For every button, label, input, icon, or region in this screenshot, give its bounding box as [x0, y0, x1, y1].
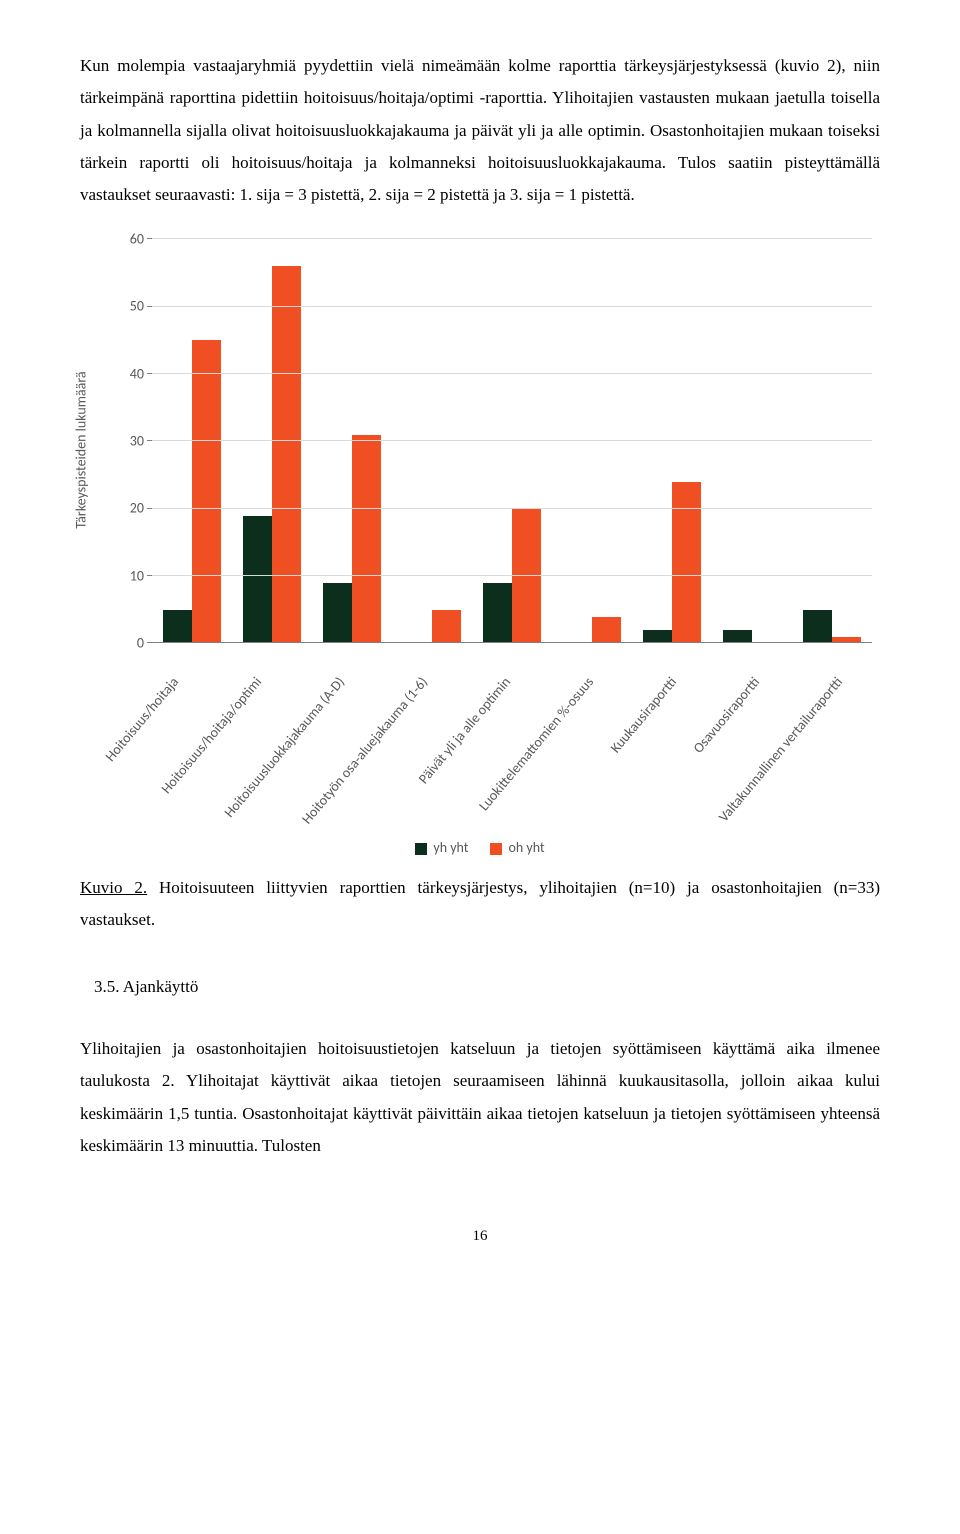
- y-tick-mark: [147, 306, 152, 307]
- figure-caption: Kuvio 2. Hoitoisuuteen liittyvien raport…: [80, 872, 880, 937]
- y-tick-label: 60: [130, 226, 152, 253]
- bar-yh: [163, 610, 192, 644]
- bar-oh: [352, 435, 381, 644]
- bar-oh: [512, 509, 541, 644]
- bar-yh: [643, 630, 672, 643]
- x-axis-line: [152, 642, 872, 643]
- bar-group: [152, 239, 232, 643]
- chart-canvas: Tärkeyspisteiden lukumäärä 0102030405060: [108, 235, 880, 665]
- y-tick-mark: [147, 440, 152, 441]
- y-tick-mark: [147, 642, 152, 643]
- plot-area: 0102030405060: [152, 239, 872, 643]
- page-number: 16: [80, 1222, 880, 1251]
- y-axis-label: Tärkeyspisteiden lukumäärä: [69, 372, 96, 529]
- caption-rest: Hoitoisuuteen liittyvien raporttien tärk…: [80, 878, 880, 929]
- y-tick-mark: [147, 373, 152, 374]
- bar-yh: [243, 516, 272, 644]
- bar-oh: [432, 610, 461, 644]
- subheading-3-5: 3.5. Ajankäyttö: [94, 971, 880, 1003]
- bar-group: [712, 239, 792, 643]
- bar-yh: [483, 583, 512, 644]
- y-tick-label: 30: [130, 428, 152, 455]
- gridline: [152, 575, 872, 576]
- y-tick-label: 0: [137, 630, 152, 657]
- y-tick-label: 10: [130, 563, 152, 590]
- bar-yh: [723, 630, 752, 643]
- gridline: [152, 238, 872, 239]
- bars-container: [152, 239, 872, 643]
- bar-group: [232, 239, 312, 643]
- bar-yh: [803, 610, 832, 644]
- bar-oh: [672, 482, 701, 644]
- x-label-cell: Kuukausiraportti: [623, 671, 706, 851]
- gridline: [152, 440, 872, 441]
- kuvio-2-chart: Tärkeyspisteiden lukumäärä 0102030405060…: [80, 235, 880, 862]
- bar-group: [792, 239, 872, 643]
- bar-oh: [592, 617, 621, 644]
- bar-oh: [272, 266, 301, 643]
- bar-group: [552, 239, 632, 643]
- y-tick-label: 50: [130, 294, 152, 321]
- x-label-cell: Valtakunnallinen vertailuraportti: [789, 671, 872, 851]
- y-tick-label: 20: [130, 496, 152, 523]
- gridline: [152, 508, 872, 509]
- y-tick-mark: [147, 508, 152, 509]
- y-tick-mark: [147, 575, 152, 576]
- caption-lead: Kuvio 2.: [80, 878, 147, 897]
- bar-group: [392, 239, 472, 643]
- bar-yh: [323, 583, 352, 644]
- gridline: [152, 373, 872, 374]
- y-tick-label: 40: [130, 361, 152, 388]
- body-paragraph: Ylihoitajien ja osastonhoitajien hoitois…: [80, 1033, 880, 1162]
- gridline: [152, 306, 872, 307]
- x-label-cell: Luokittelemattomien %-osuus: [540, 671, 623, 851]
- bar-group: [632, 239, 712, 643]
- y-tick-mark: [147, 238, 152, 239]
- intro-paragraph: Kun molempia vastaajaryhmiä pyydettiin v…: [80, 50, 880, 211]
- x-axis-labels: Hoitoisuus/hoitajaHoitoisuus/hoitaja/opt…: [124, 671, 872, 851]
- bar-oh: [192, 340, 221, 643]
- bar-group: [312, 239, 392, 643]
- x-tick-label: Hoitoisuus/hoitaja: [98, 671, 186, 768]
- bar-group: [472, 239, 552, 643]
